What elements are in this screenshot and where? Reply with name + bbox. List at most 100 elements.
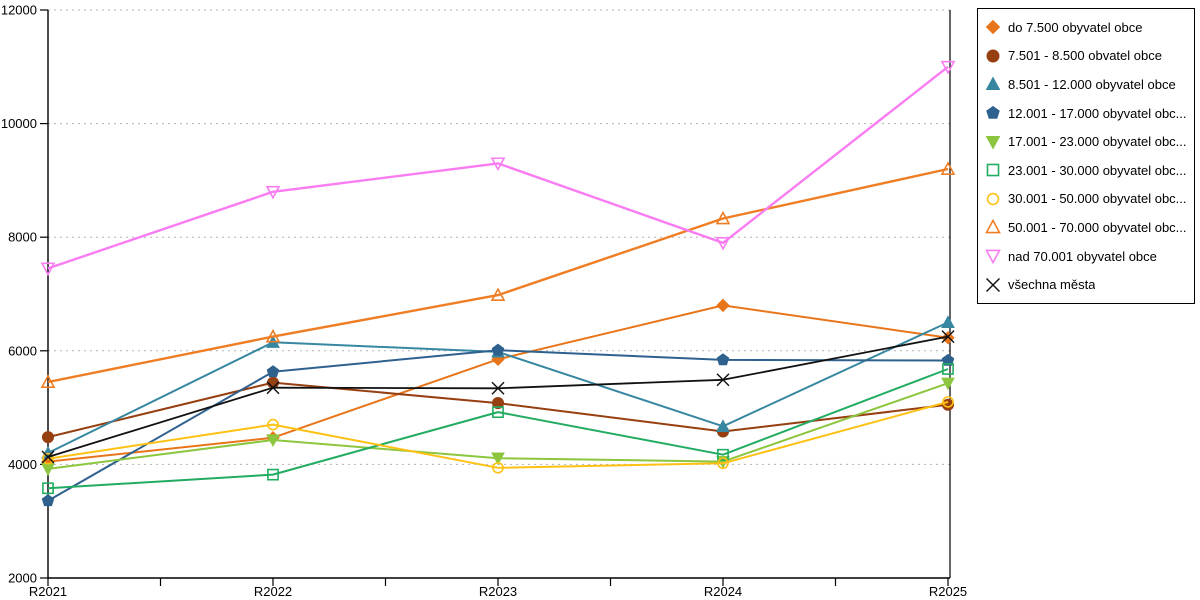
triangle-down-marker	[940, 60, 956, 75]
y-tick-label: 10000	[1, 116, 37, 131]
triangle-up-legend-icon	[985, 76, 1001, 91]
legend-item: 8.501 - 12.000 obyvatel obce	[984, 76, 1188, 92]
x-marker	[266, 381, 280, 395]
square-marker	[717, 448, 729, 461]
legend-label: 12.001 - 17.000 obyvatel obc...	[1008, 105, 1187, 121]
circle-legend-icon	[986, 192, 1000, 206]
triangle-up-marker	[40, 374, 56, 388]
circle-marker	[491, 397, 505, 410]
x-tick-label: R2025	[929, 584, 967, 599]
pentagon-marker	[41, 494, 55, 507]
square-marker	[267, 468, 279, 481]
series-7	[40, 161, 956, 388]
triangle-up-marker	[985, 76, 1001, 91]
triangle-down-marker	[491, 452, 505, 466]
x-marker	[941, 330, 955, 344]
triangle-down-marker	[715, 236, 731, 251]
triangle-down-marker	[265, 185, 281, 200]
y-tick-label: 8000	[8, 230, 37, 245]
series-line	[47, 381, 949, 439]
triangle-down-marker	[266, 434, 280, 448]
circle-marker	[267, 418, 279, 431]
series-5	[42, 363, 954, 495]
legend-item: 17.001 - 23.000 obyvatel obc...	[984, 134, 1188, 150]
triangle-down-marker	[985, 135, 1001, 150]
legend: do 7.500 obyvatel obce 7.501 - 8.500 obva…	[977, 8, 1195, 304]
circle-marker	[492, 461, 504, 474]
x-tick-label: R2024	[704, 584, 742, 599]
legend-label: 30.001 - 50.000 obyvatel obc...	[1008, 191, 1187, 207]
pentagon-marker	[491, 343, 505, 356]
x-tick-label: R2021	[29, 584, 67, 599]
series-3	[41, 343, 955, 507]
legend-label: 8.501 - 12.000 obyvatel obce	[1008, 76, 1176, 92]
x-tick-label: R2022	[254, 584, 292, 599]
triangle-down-marker	[941, 377, 955, 391]
x-marker	[491, 381, 505, 395]
diamond-marker	[985, 20, 1001, 35]
square-legend-icon	[986, 163, 1000, 177]
triangle-up-marker	[940, 161, 956, 175]
series-line	[47, 65, 949, 270]
triangle-down-marker	[490, 157, 506, 172]
x-marker	[986, 277, 1000, 292]
pentagon-marker	[986, 105, 1000, 119]
triangle-up-marker	[941, 315, 955, 328]
square-marker	[986, 163, 1000, 177]
diamond-marker	[716, 298, 730, 313]
legend-label: 23.001 - 30.000 obyvatel obc...	[1008, 162, 1187, 178]
legend-label: 7.501 - 8.500 obvatel obce	[1008, 48, 1162, 64]
series-line	[47, 368, 949, 490]
series-line	[47, 400, 949, 469]
series-9	[41, 330, 955, 464]
pentagon-marker	[716, 353, 730, 366]
triangle-up-marker	[985, 219, 1001, 234]
circle-marker	[942, 396, 954, 408]
series-8	[40, 60, 956, 277]
square-marker	[492, 406, 504, 419]
x-tick-label: R2023	[479, 584, 517, 599]
triangle-down-marker	[985, 249, 1001, 265]
legend-item: 23.001 - 30.000 obyvatel obc...	[984, 162, 1188, 178]
x-marker	[716, 373, 730, 387]
pentagon-legend-icon	[986, 105, 1000, 119]
circle-marker	[986, 49, 1000, 63]
triangle-down-marker	[40, 262, 56, 277]
circle-marker	[717, 457, 729, 470]
triangle-up-marker	[265, 328, 281, 343]
square-marker	[942, 363, 954, 375]
circle-legend-icon	[986, 49, 1000, 63]
pentagon-marker	[266, 365, 280, 378]
series-6	[42, 396, 954, 474]
triangle-up-marker	[490, 287, 506, 302]
legend-item: 12.001 - 17.000 obyvatel obc...	[984, 105, 1188, 121]
x-legend-icon	[986, 277, 1000, 292]
diamond-legend-icon	[985, 20, 1001, 35]
legend-label: 17.001 - 23.000 obyvatel obc...	[1008, 134, 1187, 150]
legend-label: nad 70.001 obyvatel obce	[1008, 248, 1157, 264]
pentagon-marker	[941, 353, 955, 366]
circle-marker	[42, 452, 54, 465]
circle-marker	[266, 376, 280, 389]
y-tick-label: 4000	[8, 457, 37, 472]
circle-marker	[986, 192, 1000, 206]
triangle-down-marker	[41, 463, 55, 476]
series-line	[47, 349, 949, 502]
triangle-up-marker	[716, 419, 730, 432]
circle-marker	[41, 431, 55, 444]
legend-item: 7.501 - 8.500 obvatel obce	[984, 48, 1188, 64]
legend-item: všechna města	[984, 277, 1188, 293]
legend-item: nad 70.001 obyvatel obce	[984, 248, 1188, 265]
series-line	[47, 167, 949, 384]
y-tick-label: 6000	[8, 343, 37, 358]
triangle-down-legend-icon	[985, 249, 1001, 265]
series-1	[41, 376, 955, 444]
triangle-up-marker	[715, 210, 731, 225]
legend-item: 50.001 - 70.000 obyvatel obc...	[984, 219, 1188, 235]
triangle-up-legend-icon	[985, 219, 1001, 234]
y-tick-label: 12000	[1, 3, 37, 18]
square-marker	[42, 482, 54, 495]
triangle-down-legend-icon	[985, 135, 1001, 150]
